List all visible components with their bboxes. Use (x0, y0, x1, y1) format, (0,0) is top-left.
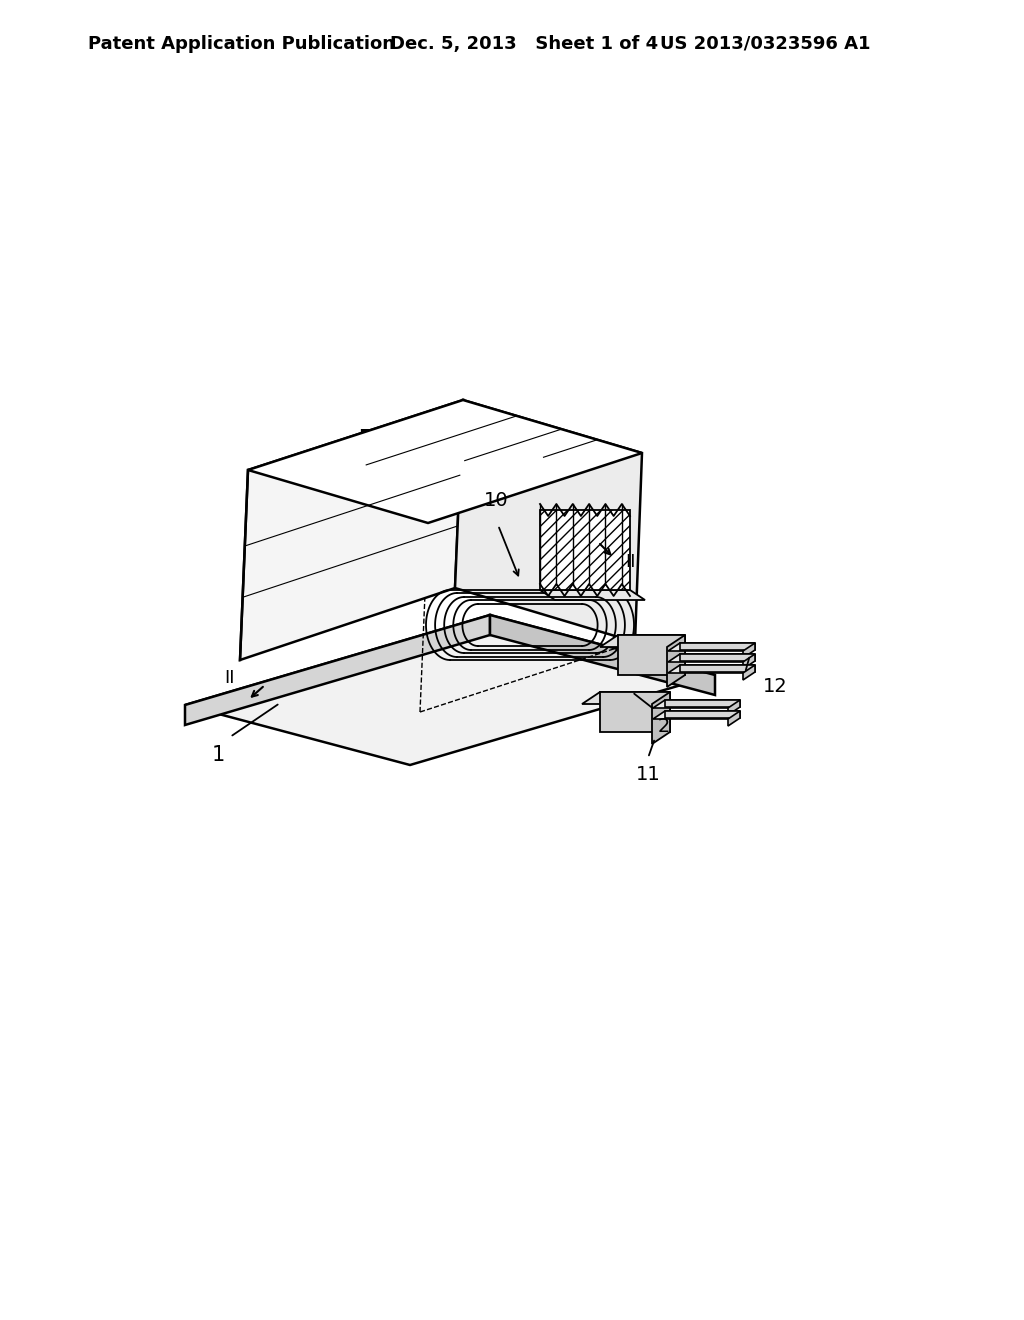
Polygon shape (618, 635, 685, 675)
Polygon shape (680, 665, 755, 672)
Text: US 2013/0323596 A1: US 2013/0323596 A1 (660, 36, 870, 53)
Text: 1: 1 (211, 744, 224, 766)
Polygon shape (728, 700, 740, 715)
Polygon shape (743, 665, 755, 680)
Polygon shape (540, 590, 645, 601)
Polygon shape (680, 643, 755, 649)
Text: 2: 2 (658, 717, 671, 737)
Text: 11: 11 (636, 766, 660, 784)
Polygon shape (248, 400, 642, 523)
Polygon shape (668, 653, 755, 663)
Polygon shape (653, 711, 740, 719)
Text: 10: 10 (483, 491, 508, 510)
Text: Patent Application Publication: Patent Application Publication (88, 36, 395, 53)
Polygon shape (652, 692, 670, 744)
Polygon shape (490, 615, 715, 696)
Polygon shape (240, 400, 463, 660)
Polygon shape (665, 711, 740, 718)
Polygon shape (185, 615, 490, 725)
Text: FIG.1: FIG.1 (355, 426, 484, 475)
Polygon shape (540, 510, 630, 590)
Text: 12: 12 (763, 677, 787, 696)
Polygon shape (743, 653, 755, 669)
Polygon shape (743, 643, 755, 657)
Polygon shape (665, 700, 740, 708)
Polygon shape (728, 711, 740, 726)
Text: Dec. 5, 2013   Sheet 1 of 4: Dec. 5, 2013 Sheet 1 of 4 (390, 36, 658, 53)
Polygon shape (582, 692, 670, 704)
Polygon shape (668, 665, 755, 673)
Polygon shape (600, 635, 685, 647)
Polygon shape (680, 653, 755, 661)
Polygon shape (653, 700, 740, 708)
Polygon shape (667, 635, 685, 686)
Polygon shape (600, 692, 670, 733)
Text: II: II (625, 553, 636, 572)
Polygon shape (185, 615, 715, 766)
Polygon shape (455, 400, 642, 642)
Text: II: II (224, 669, 234, 686)
Polygon shape (668, 643, 755, 651)
